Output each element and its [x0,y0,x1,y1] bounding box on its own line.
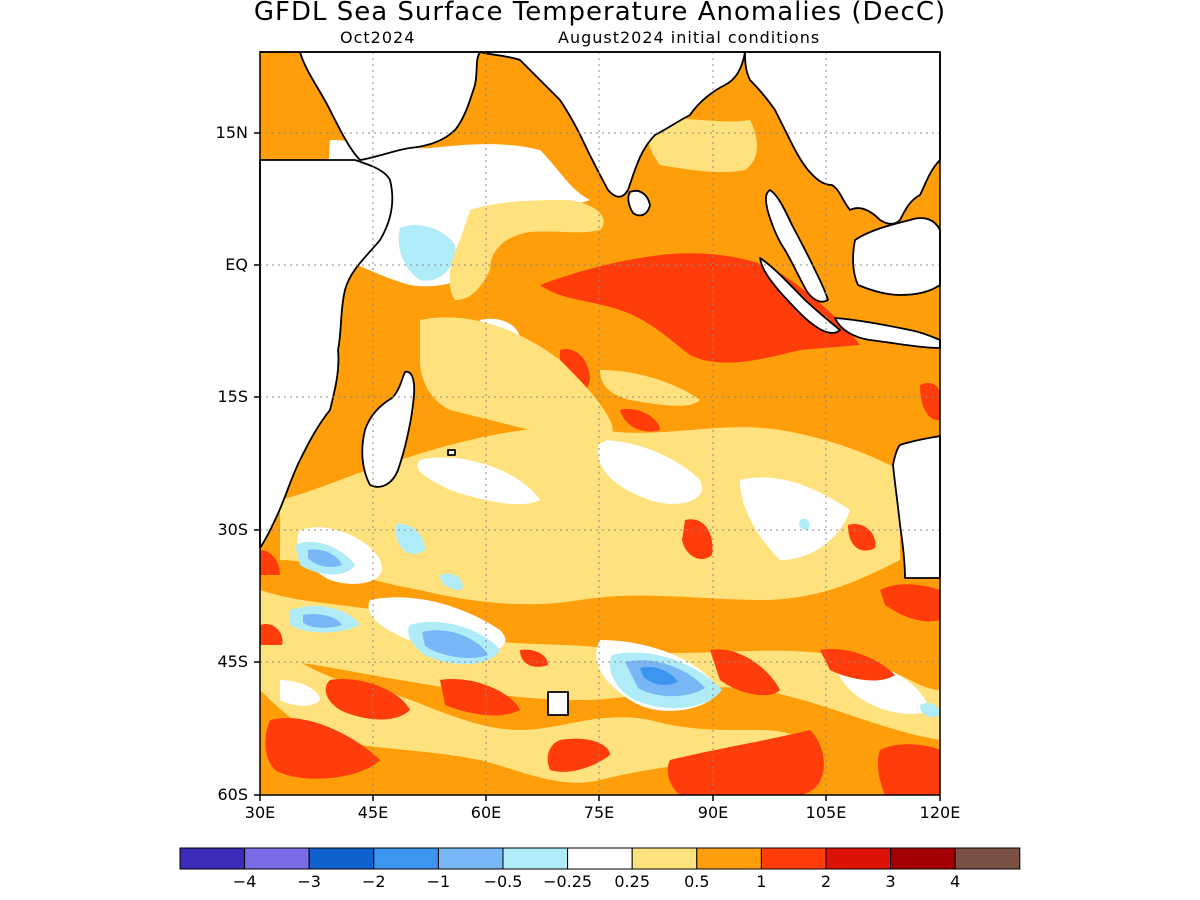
colorbar-label: 1 [756,872,767,891]
light-blue-blob-e [395,524,425,554]
colorbar-swatch [631,847,698,870]
red-patch-east-1 [682,519,713,560]
colorbar-label: −1 [426,872,451,891]
y-tick-label: 45S [217,652,248,671]
colorbar-label: 0.25 [614,872,650,891]
y-tick-label: 30S [217,520,248,539]
colorbar-swatch [825,847,892,870]
colorbar-label: −4 [232,872,257,891]
land-australia [892,435,941,579]
x-tick-label: 90E [697,803,729,822]
red-patch-southwest [260,550,280,575]
colorbar-label: 3 [885,872,896,891]
colorbar-swatch [502,847,569,870]
land-india [479,51,746,198]
colorbar-swatch [437,847,504,870]
red-patch-south-6 [667,730,824,795]
x-tick-label: 75E [583,803,615,822]
colorbar-label: 2 [820,872,832,891]
light-blue-blob-h [799,518,810,530]
pale-area-arabian-sea [449,200,604,300]
y-tick-label: 15S [217,387,248,406]
blue-blob-b [303,614,342,628]
colorbar-swatch [760,847,827,870]
x-tick-label: 120E [919,803,961,822]
red-patch-south-5 [710,649,780,696]
colorbar-swatch [890,847,956,870]
land-mauritius [447,449,456,456]
white-blob-8 [280,680,320,706]
red-patch-south-2 [440,679,520,716]
red-patch-south-10 [260,624,283,645]
land-africa-arabia [259,51,481,161]
y-tick-label: 60S [217,785,248,804]
land-kerguelen [547,691,569,716]
colorbar-swatch [696,847,762,870]
land-sri-lanka [627,190,651,217]
land-malay-peninsula [765,189,829,303]
land-southeast-asia [744,51,941,225]
red-patch-south-4 [520,649,548,667]
x-tick-label: 30E [244,803,276,822]
red-patch-south-7 [877,744,940,795]
y-tick-label: 15N [215,123,248,142]
grid-lines [260,52,940,795]
blue-blob-c [422,630,488,659]
y-tick-label: EQ [225,255,248,274]
colorbar [179,847,1021,870]
white-blob-1 [598,440,702,504]
x-tick-label: 60E [470,803,502,822]
chart-title: GFDL Sea Surface Temperature Anomalies (… [253,0,947,27]
red-patch-south-8 [880,584,940,622]
light-blue-blob-g [920,703,940,717]
x-tick-label: 45E [357,803,389,822]
colorbar-label: 0.5 [684,872,710,891]
light-blue-arabian-sea [398,225,456,281]
colorbar-label: −0.25 [543,872,593,891]
colorbar-swatch [179,847,246,870]
colorbar-swatch [954,847,1021,870]
pale-area-bay-north [647,118,757,173]
land-east-africa [259,159,394,549]
colorbar-label: 4 [950,872,961,891]
pale-band-south-2 [260,640,800,783]
colorbar-label: −2 [362,872,386,891]
forecast-month: Oct2024 [340,28,416,47]
plot-frame [259,51,941,796]
red-patch-eq-3 [620,409,660,432]
colorbar-swatch [567,847,633,870]
red-patch-south-3 [265,718,380,779]
white-blob-3 [740,477,850,560]
red-patch-south-1 [325,679,410,720]
light-blue-blob-f [440,573,463,590]
colorbar-label: −3 [297,872,321,891]
darker-blue-core-d [640,666,678,685]
land-borneo [852,217,941,296]
colorbar-swatch [373,847,439,870]
red-patch-south-9 [820,649,895,681]
blue-blob-a [308,549,342,568]
tick-marks [254,132,941,801]
land-sumatra [759,257,841,334]
colorbar-label: −0.5 [483,872,523,891]
coastlines [259,51,941,716]
pale-band-15s [420,317,613,444]
red-patch-south-11 [547,738,610,772]
red-patch-east-3 [920,383,940,421]
land-madagascar [361,370,416,488]
white-blob-2 [417,457,540,505]
colorbar-swatch [308,847,375,870]
red-patch-east-2 [848,524,876,551]
initial-conditions: August2024 initial conditions [558,28,821,47]
x-tick-label: 105E [805,803,847,822]
white-area-arabian-sea [328,140,590,287]
colorbar-swatch [244,847,310,870]
